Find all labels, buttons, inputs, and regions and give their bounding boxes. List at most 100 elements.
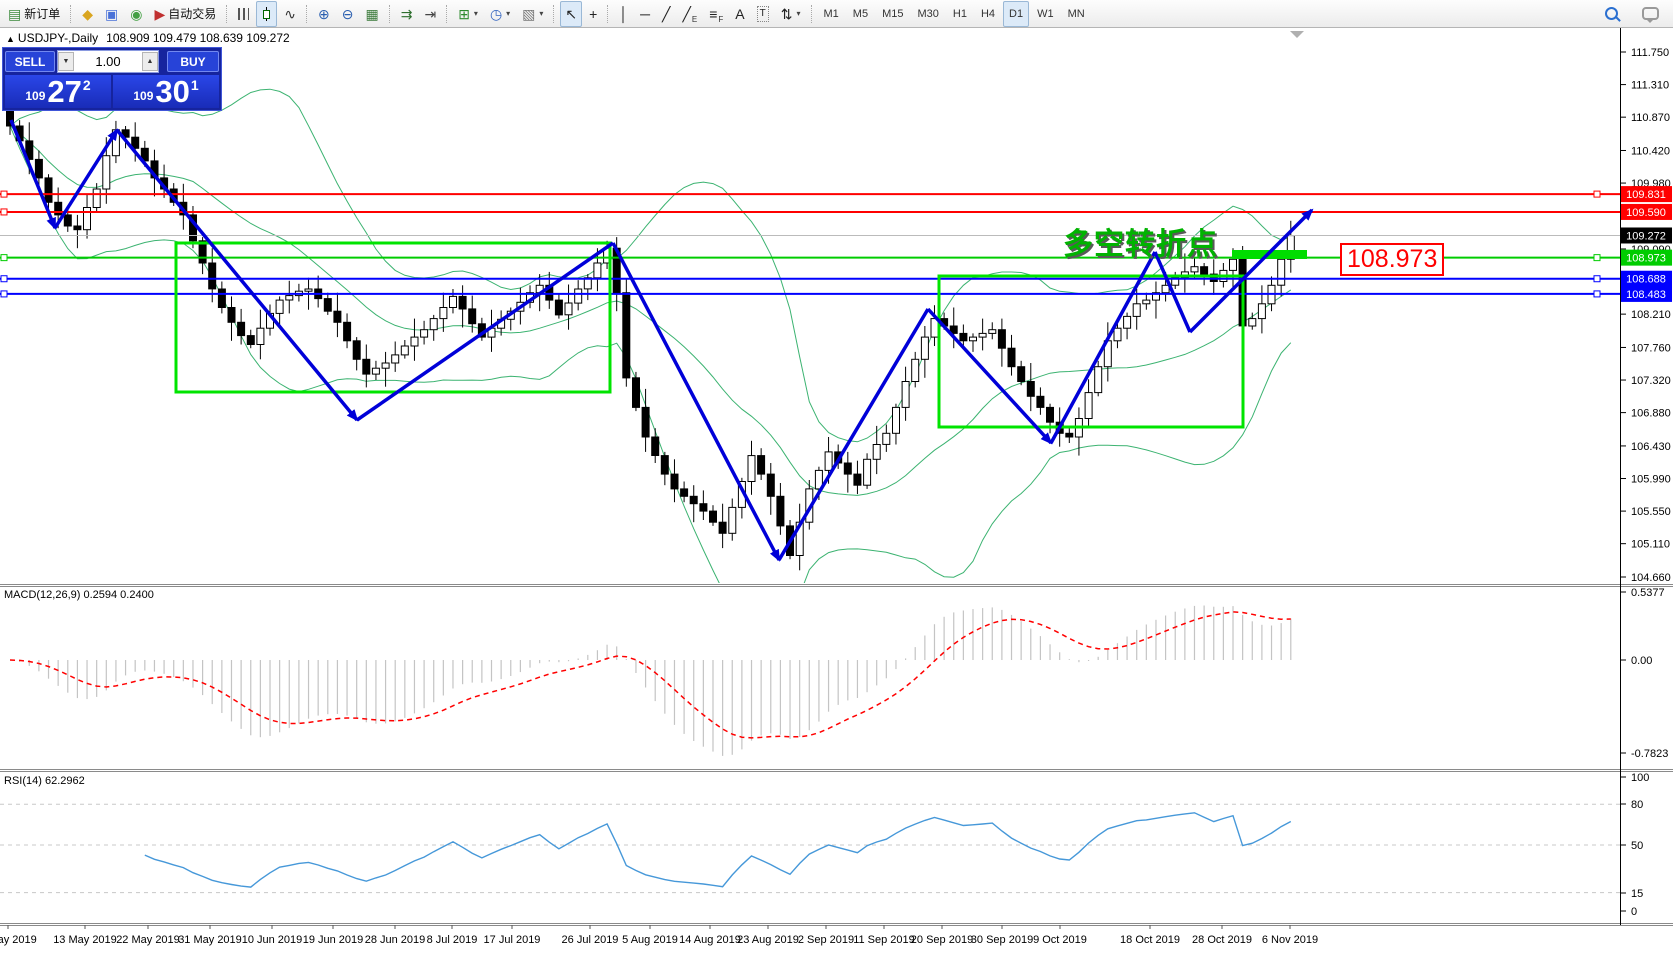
timeframe-d1-button[interactable]: D1 (1003, 0, 1030, 27)
line-handle[interactable] (0, 190, 8, 198)
sell-price[interactable]: 109 27 2 (5, 75, 111, 108)
volume-increase-button[interactable]: ▲ (142, 52, 158, 71)
line-handle[interactable] (0, 208, 8, 216)
timeframe-h4-button[interactable]: H4 (980, 7, 995, 20)
horizontal-line-button[interactable]: ─ (635, 1, 655, 27)
date-tick-label: 6 Nov 2019 (1262, 934, 1318, 946)
candle (814, 469, 823, 490)
trend-arrow-line[interactable] (1153, 251, 1192, 333)
price-axis[interactable]: 111.750111.310110.870110.420109.980109.5… (1620, 47, 1672, 584)
range-box[interactable] (174, 241, 612, 394)
price-tick-label: 111.750 (1631, 47, 1669, 59)
candle (689, 495, 698, 505)
trend-arrow-line[interactable] (1188, 208, 1314, 334)
candle (1229, 258, 1237, 271)
tile-windows-button[interactable]: ▦ (360, 1, 383, 27)
trend-arrow-line[interactable] (356, 241, 614, 422)
vertical-line-button[interactable]: │ (614, 1, 633, 27)
chat-icon[interactable] (1637, 1, 1664, 27)
vertical-line-button-glyph: │ (619, 5, 629, 22)
timeframe-m1-button[interactable]: M1 (823, 7, 839, 20)
chart-window-icon[interactable]: ▣ (100, 1, 123, 27)
chart-shift-button[interactable]: ⇥ (419, 1, 441, 27)
price-tick-label: 106.430 (1631, 441, 1671, 453)
volume-decrease-button[interactable]: ▼ (58, 52, 74, 71)
chat-icon-glyph (1642, 7, 1659, 23)
zoom-in-button[interactable]: ⊕ (313, 1, 335, 27)
buy-price[interactable]: 109 30 1 (113, 75, 219, 108)
macd-signal-line (9, 611, 1291, 739)
sell-button[interactable]: SELL (5, 51, 55, 72)
candle (410, 336, 419, 347)
arrows-button[interactable]: ⇅ ▾ (776, 1, 806, 27)
indicators-button[interactable]: ⊞ ▾ (453, 1, 483, 27)
price-badge-label: 109.831 (1626, 189, 1666, 201)
trend-arrow-line[interactable] (115, 128, 359, 422)
search-icon[interactable] (1600, 1, 1623, 27)
price-badge-label: 109.272 (1626, 230, 1666, 242)
line-handle[interactable] (0, 275, 8, 283)
periods-button[interactable]: ◷ ▾ (485, 1, 515, 27)
trendline-button[interactable]: ╱ (657, 1, 675, 27)
collapse-triangle-icon[interactable]: ▲ (6, 34, 15, 44)
candle (362, 358, 371, 375)
timeframe-m15-button[interactable]: M15 (882, 7, 904, 20)
candlestick-mode-button[interactable] (256, 0, 278, 27)
signals-icon[interactable]: ◉ (125, 1, 147, 27)
profile-icon[interactable]: ◆ (77, 1, 98, 27)
periods-button-dropdown-icon[interactable]: ▾ (506, 9, 511, 18)
timeframe-w1-button[interactable]: W1 (1037, 7, 1054, 20)
fibonacci-button[interactable]: ≡ F (704, 1, 728, 27)
text-button[interactable]: A (730, 1, 749, 27)
arrows-button-dropdown-icon[interactable]: ▾ (796, 9, 801, 18)
date-tick-label: 31 May 2019 (178, 934, 242, 946)
auto-trading-button[interactable]: ▶ 自动交易 (149, 1, 221, 27)
chart-shift-marker[interactable] (1290, 31, 1304, 38)
trend-arrow-line[interactable] (777, 308, 930, 561)
symbol-period-label: USDJPY-,Daily (17, 31, 99, 45)
buy-button[interactable]: BUY (167, 51, 219, 72)
cursor-button[interactable]: ↖ (560, 0, 583, 27)
timeframe-m30-button[interactable]: M30 (917, 7, 939, 20)
auto-scroll-button[interactable]: ⇉ (396, 1, 418, 27)
line-handle[interactable] (1593, 290, 1601, 298)
main-price-panel[interactable] (0, 31, 1620, 617)
range-box[interactable] (937, 274, 1245, 429)
trend-arrow-line[interactable] (611, 242, 781, 562)
trend-arrow-line[interactable] (1049, 251, 1157, 444)
line-handle[interactable] (0, 254, 8, 262)
candle (699, 503, 708, 512)
line-handle[interactable] (1593, 190, 1601, 198)
sell-price-pips: 27 (47, 74, 82, 109)
crosshair-button[interactable]: + (584, 1, 602, 27)
timeframe-mn-button[interactable]: MN (1067, 7, 1085, 20)
bar-chart-mode-button[interactable] (233, 1, 254, 27)
rsi-panel[interactable] (0, 803, 1620, 894)
templates-button[interactable]: ▧ ▾ (517, 1, 548, 27)
line-chart-mode-button[interactable]: ∿ (279, 1, 301, 27)
trend-arrow-line[interactable] (926, 307, 1053, 445)
line-handle[interactable] (1593, 254, 1601, 262)
channel-button[interactable]: ╱ E (677, 1, 702, 27)
price-tick-label: 105.550 (1631, 506, 1671, 518)
new-order-button[interactable]: ▤ 新订单 (3, 1, 65, 27)
zoom-out-button[interactable]: ⊖ (337, 1, 359, 27)
candle (882, 432, 891, 445)
templates-button-dropdown-icon[interactable]: ▾ (539, 9, 544, 18)
timeframe-h1-button[interactable]: H1 (952, 7, 967, 20)
text-label-button[interactable]: T (752, 1, 774, 27)
line-handle[interactable] (0, 290, 8, 298)
indicators-button-dropdown-icon[interactable]: ▾ (473, 9, 478, 18)
trend-arrow-line[interactable] (9, 119, 57, 230)
timeframe-m5-button[interactable]: M5 (852, 7, 869, 20)
volume-input[interactable] (74, 52, 142, 71)
candle (1046, 406, 1054, 423)
trend-arrow-line[interactable] (53, 128, 119, 229)
macd-panel[interactable] (9, 605, 1292, 756)
line-handle[interactable] (1593, 275, 1601, 283)
auto-trading-button-label: 自动交易 (168, 7, 217, 21)
